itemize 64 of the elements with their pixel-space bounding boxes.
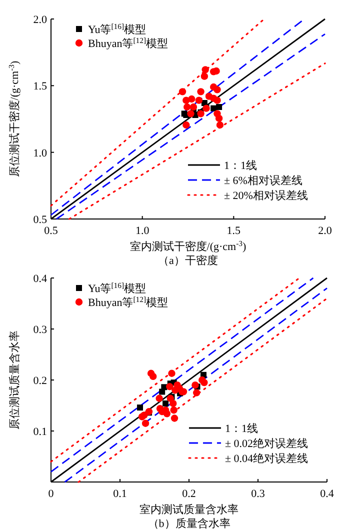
legend-label: Bhuyan等$^{[12]}$模型: [88, 294, 168, 309]
x-tick-label: 1.0: [135, 225, 150, 237]
point: [170, 406, 178, 414]
x-tick-label: 0: [48, 488, 54, 500]
text: （b）质量含水率: [148, 517, 230, 530]
point: [214, 86, 221, 94]
y-axis-title: 原位测试质量含水率: [8, 330, 21, 430]
x-tick-label: 2.0: [318, 225, 332, 237]
legend-label: Bhuyan等$^{[12]}$模型: [88, 36, 168, 50]
y-tick-label: 2.0: [33, 14, 48, 26]
point: [183, 103, 191, 111]
point: [150, 372, 157, 380]
x-tick-label: 0.4: [320, 488, 334, 500]
legend-label: Yu等$^{[16]}$模型: [88, 22, 146, 36]
point: [212, 67, 220, 75]
point: [192, 382, 199, 389]
point: [197, 88, 204, 96]
y-tick-label: 0.2: [33, 375, 47, 387]
point: [182, 121, 190, 129]
legend-label: ± 0.04绝对误差线: [225, 452, 308, 465]
point: [190, 103, 198, 111]
point: [170, 400, 177, 408]
legend-label: Yu等$^{[16]}$模型: [88, 280, 146, 295]
x-tick-label: 0.2: [182, 488, 196, 500]
point: [178, 88, 186, 96]
point: [162, 400, 169, 406]
legend-label: ± 20%相对误差线: [224, 189, 308, 202]
y-tick-label: 0.3: [33, 324, 48, 336]
x-tick-label: 0.1: [113, 488, 127, 500]
point: [192, 389, 200, 396]
legend-label: ± 6%相对误差线: [224, 174, 302, 187]
x-tick-label: 0.5: [44, 225, 58, 237]
y-tick-label: 1.0: [33, 147, 48, 160]
y-tick-label: 0.1: [33, 426, 47, 438]
point: [210, 94, 218, 102]
point: [161, 384, 168, 390]
point: [142, 420, 150, 427]
point: [200, 378, 208, 386]
point: [170, 414, 178, 422]
point: [214, 110, 221, 118]
point: [195, 96, 203, 104]
text: （a）干密度: [158, 254, 218, 267]
point: [216, 121, 224, 129]
legend-label: ± 0.02绝对误差线: [225, 437, 308, 450]
point: [168, 370, 176, 377]
point: [187, 110, 194, 118]
y-tick-label: 0.4: [33, 273, 48, 285]
y-tick-label: 0.5: [33, 214, 48, 226]
point: [140, 412, 148, 419]
point: [166, 383, 174, 390]
point: [188, 95, 196, 103]
legend-label: 1：1线: [225, 422, 258, 435]
x-axis-title: 室内测试质量含水率: [140, 503, 238, 516]
point: [216, 104, 222, 110]
point: [202, 66, 209, 74]
point: [163, 410, 171, 418]
legend-label: 1：1线: [224, 159, 257, 172]
y-tick-label: 1.5: [33, 80, 48, 93]
x-axis-title: 室内测试干密度/(g·cm$^{-3}$): [130, 238, 247, 253]
x-tick-label: 0.3: [251, 488, 266, 500]
point: [156, 394, 163, 402]
x-tick-label: 1.5: [226, 225, 242, 237]
point: [137, 404, 144, 411]
point: [200, 72, 208, 80]
